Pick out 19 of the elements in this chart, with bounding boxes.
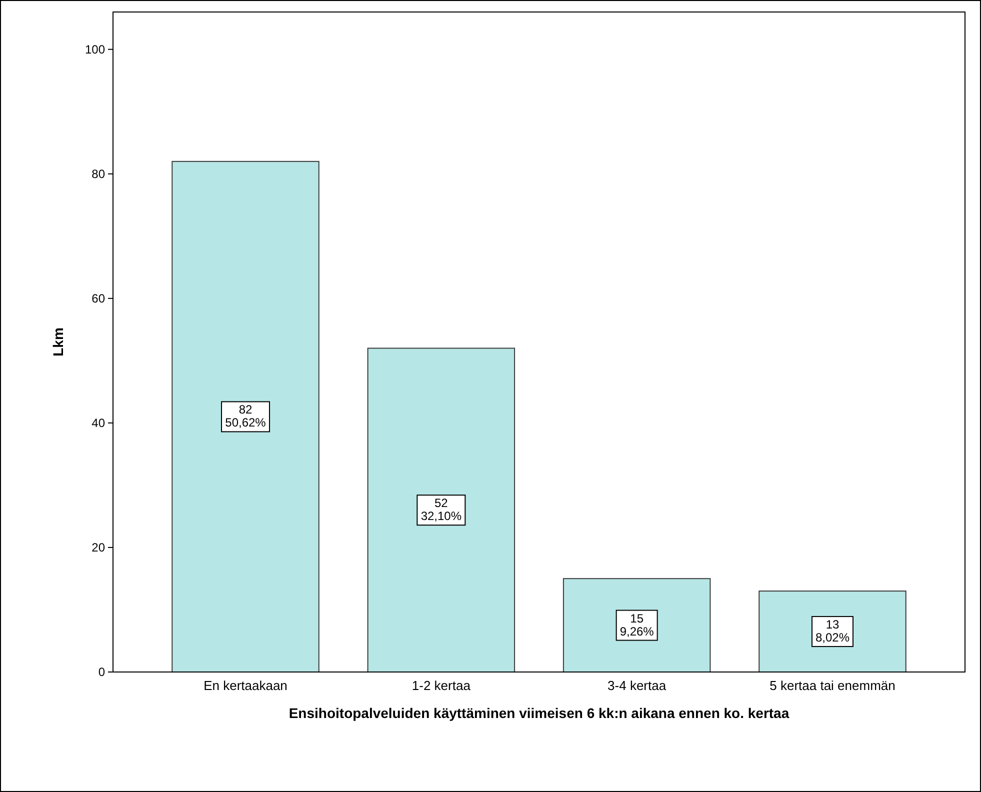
x-axis-title: Ensihoitopalveluiden käyttäminen viimeisen 6 kk:n aikana ennen ko. kertaa <box>288 705 790 721</box>
x-tick-label: 3-4 kertaa <box>608 678 667 693</box>
y-tick-label: 0 <box>98 665 106 680</box>
data-label: 13 8,02% <box>815 618 850 645</box>
y-tick-label: 20 <box>92 540 106 555</box>
x-tick-label: En kertaakaan <box>204 678 288 693</box>
y-tick-label: 100 <box>84 42 106 57</box>
x-tick-label: 1-2 kertaa <box>412 678 472 693</box>
y-tick-label: 60 <box>92 292 106 306</box>
y-tick-label: 40 <box>92 416 106 430</box>
data-label: 15 9,26% <box>620 611 654 638</box>
data-label: 52 32,10% <box>420 496 462 524</box>
data-label: 82 50,62% <box>225 402 266 430</box>
x-tick-label: 5 kertaa tai enemmän <box>770 678 896 693</box>
y-axis-title: Lkm <box>50 328 66 356</box>
bar <box>172 160 320 672</box>
y-tick-label: 80 <box>92 167 106 182</box>
bar <box>367 348 516 672</box>
bar <box>562 578 711 672</box>
